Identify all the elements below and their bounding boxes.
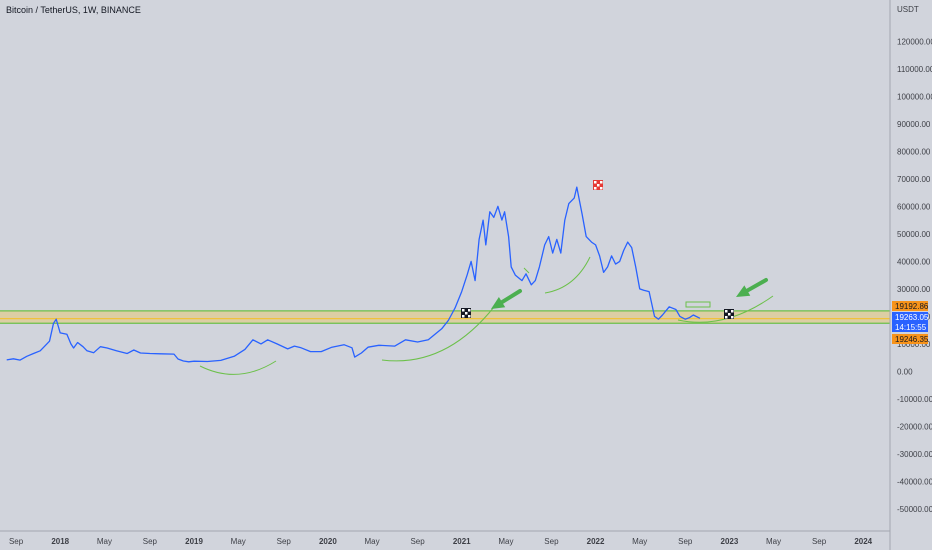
- time-axis[interactable]: Sep 2018 May Sep 2019 May Sep 2020 May Sep 2021 May…: [9, 537, 873, 546]
- flag-icon-2020[interactable]: [461, 308, 471, 318]
- time-tick-label: May: [364, 537, 379, 546]
- price-tick-label: 80000.00: [897, 147, 931, 156]
- time-tick-label: Sep: [544, 537, 559, 546]
- price-tick-label: -20000.00: [897, 422, 932, 431]
- price-tick-label: 30000.00: [897, 285, 931, 294]
- cup-curve-2021[interactable]: [544, 256, 591, 294]
- time-tick-label: May: [97, 537, 112, 546]
- time-tick-label: Sep: [812, 537, 827, 546]
- time-tick-label: May: [498, 537, 513, 546]
- price-tick-label: 110000.00: [897, 65, 932, 74]
- price-axis-unit: USDT: [897, 5, 919, 14]
- price-tag-current: 19263.05 14:15:55: [892, 312, 929, 332]
- time-tick-label: May: [766, 537, 781, 546]
- time-tick-label: Sep: [678, 537, 693, 546]
- price-tick-label: 40000.00: [897, 257, 931, 266]
- price-tag-lower: 19246.35: [892, 334, 929, 344]
- support-zone: [0, 310, 890, 324]
- time-tick-label: 2024: [854, 537, 872, 546]
- time-tick-label: May: [231, 537, 246, 546]
- time-tick-label: Sep: [410, 537, 425, 546]
- price-tick-label: -50000.00: [897, 505, 932, 514]
- price-tick-label: 50000.00: [897, 230, 931, 239]
- arrow-2020[interactable]: [491, 289, 522, 309]
- price-tick-label: -30000.00: [897, 450, 932, 459]
- cup-curve-2020[interactable]: [381, 306, 495, 362]
- price-tick-label: -10000.00: [897, 395, 932, 404]
- price-tick-label: 90000.00: [897, 120, 931, 129]
- time-tick-label: Sep: [277, 537, 292, 546]
- time-tick-label: 2019: [185, 537, 203, 546]
- time-tick-label: 2021: [453, 537, 471, 546]
- time-tick-label: 2022: [587, 537, 605, 546]
- time-tick-label: 2018: [51, 537, 69, 546]
- time-tick-label: Sep: [9, 537, 24, 546]
- time-tick-label: 2020: [319, 537, 337, 546]
- consolidation-box[interactable]: [685, 301, 711, 308]
- price-tag-current-label: 19263.05: [895, 313, 929, 322]
- plot-area[interactable]: [0, 180, 890, 375]
- bar-countdown-label: 14:15:55: [895, 323, 927, 332]
- price-tick-label: 60000.00: [897, 202, 931, 211]
- price-tick-label: 100000.00: [897, 92, 932, 101]
- flag-icon-peak[interactable]: [593, 180, 603, 190]
- price-tick-label: 120000.00: [897, 37, 932, 46]
- time-tick-label: May: [632, 537, 647, 546]
- time-tick-label: Sep: [143, 537, 158, 546]
- chart-title: Bitcoin / TetherUS, 1W, BINANCE: [6, 5, 141, 15]
- price-tick-label: -40000.00: [897, 477, 932, 486]
- flag-icon-2022[interactable]: [724, 309, 734, 319]
- arrow-2022[interactable]: [736, 278, 768, 297]
- cup-curve-2019[interactable]: [199, 360, 277, 375]
- tick-mark-drawing[interactable]: [523, 267, 530, 274]
- price-tag-lower-label: 19246.35: [895, 335, 929, 344]
- time-tick-label: 2023: [721, 537, 739, 546]
- price-tick-label: 10000.00: [897, 340, 931, 349]
- price-tag-upper: 19192.86: [892, 301, 929, 311]
- price-axis[interactable]: 120000.00 110000.00 100000.00 90000.00 80000…: [897, 37, 932, 514]
- price-line[interactable]: [6, 186, 701, 363]
- price-tick-label: 0.00: [897, 367, 913, 376]
- price-tick-label: 70000.00: [897, 175, 931, 184]
- price-tag-upper-label: 19192.86: [895, 302, 929, 311]
